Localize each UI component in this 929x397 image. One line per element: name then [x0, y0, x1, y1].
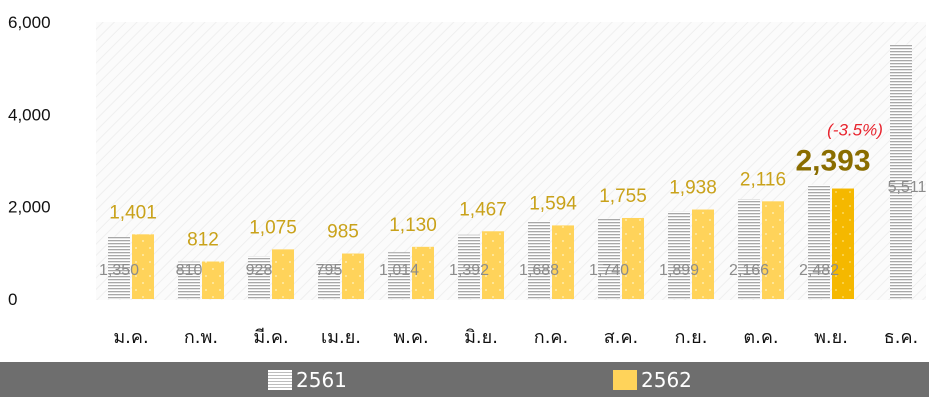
- value-label-2561: 1,899: [659, 262, 699, 279]
- bar-2561-6: [458, 234, 480, 299]
- value-label-2561: 1,392: [449, 262, 489, 279]
- bar-2562-10: [762, 201, 784, 299]
- x-tick-label: มิ.ย.: [464, 327, 498, 348]
- value-label-2562: 1,130: [389, 215, 437, 236]
- y-axis: 0 2,000 4,000 6,000: [8, 13, 51, 309]
- bar-2562-2: [202, 261, 224, 299]
- value-label-2561: 1,688: [519, 262, 559, 279]
- value-label-2562: 1,075: [249, 217, 297, 238]
- value-label-2562-highlight: 2,393: [795, 145, 870, 178]
- bar-2561-7: [528, 221, 550, 299]
- x-tick-label: ก.ย.: [675, 327, 708, 348]
- value-label-2561: 1,014: [379, 262, 419, 279]
- bar-2561-11: [808, 184, 830, 299]
- value-label-2562: 2,116: [740, 169, 786, 190]
- plot-background: [96, 22, 926, 300]
- x-tick-label: เม.ย.: [321, 327, 361, 348]
- bar-2562-5: [412, 246, 434, 299]
- value-label-2562: 985: [327, 222, 359, 243]
- value-label-2561: 928: [246, 262, 273, 279]
- y-tick-label: 2,000: [8, 198, 51, 217]
- legend-swatch-2562: [613, 369, 637, 390]
- legend: 2561 2562: [0, 362, 929, 397]
- value-label-2561: 2,482: [799, 262, 839, 279]
- x-tick-label: ก.ค.: [534, 327, 568, 348]
- x-tick-label: พ.ย.: [814, 327, 848, 348]
- bar-2561-4: [318, 262, 340, 299]
- value-label-2561: 795: [316, 262, 343, 279]
- bar-2561-10: [738, 199, 760, 299]
- value-label-2561: 1,350: [99, 262, 139, 279]
- legend-label-2562: 2562: [641, 367, 692, 392]
- bar-2561-5: [388, 252, 410, 299]
- value-label-2561: 810: [176, 262, 203, 279]
- bars-group: [108, 44, 912, 299]
- x-tick-label: ส.ค.: [604, 327, 638, 348]
- x-tick-label: ม.ค.: [113, 327, 148, 348]
- value-label-2562: 1,594: [529, 193, 577, 214]
- value-labels-group: 1,350 1,401 810 812 928 1,075 795 985 1,014 1,130…: [99, 145, 927, 279]
- x-tick-label: มี.ค.: [253, 327, 288, 348]
- y-tick-label: 4,000: [8, 105, 51, 124]
- bar-2561-12: [890, 44, 912, 299]
- y-tick-label: 6,000: [8, 13, 51, 32]
- legend-item-2562: 2562: [613, 362, 692, 397]
- value-label-2562: 1,467: [459, 199, 507, 220]
- value-label-2562: 1,755: [599, 186, 647, 207]
- chart-canvas: 0 2,000 4,000 6,000 1,350 1,401 810 812 928 1,07…: [8, 13, 927, 348]
- x-tick-label: พ.ค.: [393, 327, 428, 348]
- y-tick-label: 0: [8, 290, 17, 309]
- legend-item-2561: 2561: [268, 362, 347, 397]
- bar-2562-3: [272, 249, 294, 299]
- value-label-2561: 1,740: [589, 262, 629, 279]
- annotation-percent-change: (-3.5%): [827, 121, 883, 140]
- value-label-2562: 1,938: [669, 178, 717, 199]
- bar-2561-2: [178, 261, 200, 299]
- legend-swatch-2561: [268, 369, 292, 390]
- bar-2561-8: [598, 218, 620, 299]
- bar-2561-1: [108, 236, 130, 299]
- x-tick-label: ก.พ.: [184, 327, 218, 348]
- legend-label-2561: 2561: [296, 367, 347, 392]
- bar-2562-6: [482, 231, 504, 299]
- value-label-2561: 2,166: [729, 262, 769, 279]
- x-tick-label: ต.ค.: [743, 327, 778, 348]
- bar-2562-8: [622, 217, 644, 299]
- bar-2562-7: [552, 225, 574, 299]
- bar-2561-3: [248, 256, 270, 299]
- x-tick-label: ธ.ค.: [884, 327, 918, 348]
- bar-2562-11: [832, 188, 854, 299]
- value-label-2561: 5,511: [888, 179, 927, 196]
- value-label-2562: 1,401: [109, 202, 157, 223]
- bar-2562-1: [132, 234, 154, 299]
- x-axis: ม.ค. ก.พ. มี.ค. เม.ย. พ.ค. มิ.ย. ก.ค. ส.ค. ก.ย. ต…: [113, 327, 918, 348]
- bar-2561-9: [668, 211, 690, 299]
- annotations-group: (-3.5%): [827, 121, 883, 140]
- bar-2562-9: [692, 209, 714, 299]
- bar-2562-4: [342, 253, 364, 299]
- value-label-2562: 812: [187, 230, 219, 251]
